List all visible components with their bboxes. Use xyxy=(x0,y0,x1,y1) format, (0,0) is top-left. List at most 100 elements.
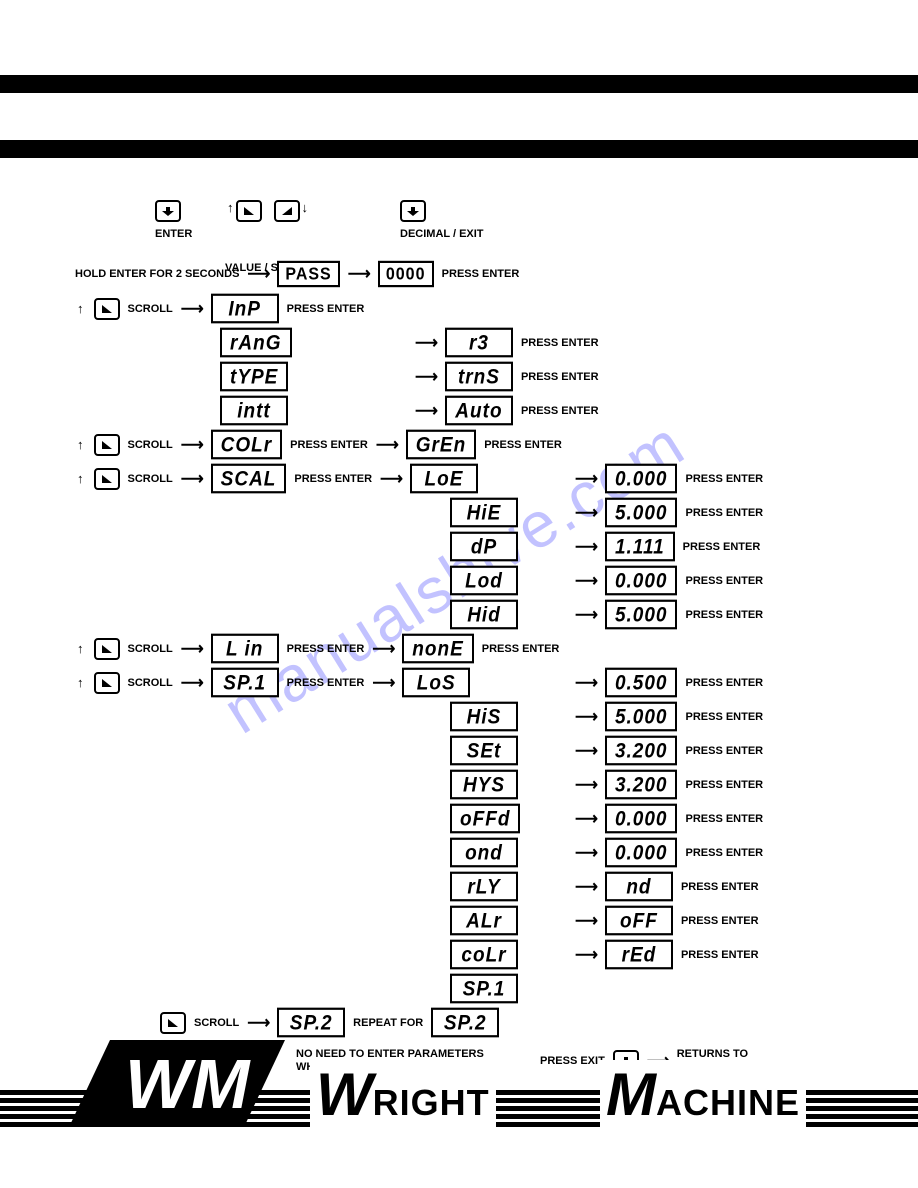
lcd-auto: Auto xyxy=(445,396,513,426)
lcd-loe: LoE xyxy=(410,464,478,494)
arrow-icon: ⟶ xyxy=(415,333,437,353)
arrow-icon: ⟶ xyxy=(247,264,269,284)
scroll-label: SCROLL xyxy=(128,473,173,485)
lcd-0000: 0000 xyxy=(378,261,434,287)
row-colr2: coLr xyxy=(450,941,518,968)
press-enter-label: PRESS ENTER xyxy=(685,473,763,485)
row-lin: ↑ SCROLL ⟶ L in PRESS ENTER ⟶ nonE PRESS… xyxy=(75,635,559,662)
enter-icon xyxy=(155,200,181,222)
scroll-label: SCROLL xyxy=(128,643,173,655)
lcd-0000: 0.000 xyxy=(605,464,678,494)
arrow-icon: ⟶ xyxy=(575,571,597,591)
arrow-icon: ⟶ xyxy=(575,945,597,965)
lcd-5000c: 5.000 xyxy=(605,702,678,732)
m-letter: M xyxy=(606,1061,656,1128)
press-enter-label: PRESS ENTER xyxy=(681,915,759,927)
lcd-0000d: 0.000 xyxy=(605,838,678,868)
arrow-icon: ⟶ xyxy=(372,673,394,693)
press-enter-label: PRESS ENTER xyxy=(685,847,763,859)
lcd-inp: InP xyxy=(211,294,279,324)
arrow-icon: ⟶ xyxy=(575,843,597,863)
lcd-sp1: SP.1 xyxy=(211,668,279,698)
lcd-colr: COLr xyxy=(211,430,283,460)
lcd-1111: 1.111 xyxy=(605,532,675,562)
row-his-val: ⟶ 5.000 PRESS ENTER xyxy=(575,703,763,730)
arrow-icon: ⟶ xyxy=(575,707,597,727)
row-colr2-val: ⟶ rEd PRESS ENTER xyxy=(575,941,759,968)
lcd-scal: SCAL xyxy=(211,464,287,494)
lcd-nd: nd xyxy=(605,872,673,902)
lcd-sp2: SP.2 xyxy=(277,1008,345,1038)
scroll-label: SCROLL xyxy=(128,439,173,451)
arrow-icon: ⟶ xyxy=(575,673,597,693)
row-hid-val: ⟶ 5.000 PRESS ENTER xyxy=(575,601,763,628)
press-enter-label: PRESS ENTER xyxy=(521,337,599,349)
up-arrow-icon: ↑ xyxy=(77,471,84,486)
arrow-icon: ⟶ xyxy=(415,401,437,421)
lcd-0000b: 0.000 xyxy=(605,566,678,596)
repeat-for-label: REPEAT FOR xyxy=(353,1017,423,1029)
up-arrow-icon: ↑ xyxy=(77,675,84,690)
lcd-offd: oFFd xyxy=(450,804,520,834)
exit-icon xyxy=(400,200,426,222)
press-enter-label: PRESS ENTER xyxy=(521,405,599,417)
press-enter-label: PRESS ENTER xyxy=(442,268,520,280)
arrow-icon: ⟶ xyxy=(575,537,597,557)
arrow-icon: ⟶ xyxy=(372,639,394,659)
w-letter: W xyxy=(316,1061,373,1128)
svg-text:WM: WM xyxy=(125,1045,251,1123)
lcd-ond: ond xyxy=(450,838,518,868)
arrow-icon: ⟶ xyxy=(575,911,597,931)
row-hid: Hid xyxy=(450,601,518,628)
lcd-lin: L in xyxy=(211,634,279,664)
lcd-5000: 5.000 xyxy=(605,498,678,528)
lcd-his: HiS xyxy=(450,702,518,732)
up-arrow-icon: ↑ xyxy=(77,437,84,452)
press-enter-label: PRESS ENTER xyxy=(685,779,763,791)
scroll-icon xyxy=(94,298,120,320)
scroll-icon xyxy=(94,638,120,660)
arrow-icon: ⟶ xyxy=(181,639,203,659)
enter-label: ENTER xyxy=(155,228,192,240)
lcd-3200: 3.200 xyxy=(605,736,678,766)
arrow-icon: ⟶ xyxy=(181,299,203,319)
lcd-0000c: 0.000 xyxy=(605,804,678,834)
decimal-exit-label: DECIMAL / EXIT xyxy=(400,228,484,240)
row-type: tYPE xyxy=(220,363,288,390)
row-set: SEt xyxy=(450,737,518,764)
arrow-icon: ⟶ xyxy=(376,435,398,455)
lcd-hie: HiE xyxy=(450,498,518,528)
lcd-rly: rLY xyxy=(450,872,518,902)
lcd-0500: 0.500 xyxy=(605,668,678,698)
lcd-dp: dP xyxy=(450,532,518,562)
row-loe-val: ⟶ 0.000 PRESS ENTER xyxy=(575,465,763,492)
press-enter-label: PRESS ENTER xyxy=(685,575,763,587)
row-rly: rLY xyxy=(450,873,518,900)
press-enter-label: PRESS ENTER xyxy=(685,609,763,621)
scroll-label: SCROLL xyxy=(128,677,173,689)
row-hie: HiE xyxy=(450,499,518,526)
row-his: HiS xyxy=(450,703,518,730)
row-hie-val: ⟶ 5.000 PRESS ENTER xyxy=(575,499,763,526)
row-intt: intt xyxy=(220,397,288,424)
press-enter-label: PRESS ENTER xyxy=(685,711,763,723)
row-set-val: ⟶ 3.200 PRESS ENTER xyxy=(575,737,763,764)
lcd-red: rEd xyxy=(605,940,673,970)
lcd-3200b: 3.200 xyxy=(605,770,678,800)
arrow-icon: ⟶ xyxy=(181,673,203,693)
value-up-icon xyxy=(236,200,262,222)
row-los-val: ⟶ 0.500 PRESS ENTER xyxy=(575,669,763,696)
row-trns: ⟶ trnS PRESS ENTER xyxy=(415,363,599,390)
press-enter-label: PRESS ENTER xyxy=(521,371,599,383)
down-arrow-icon: ↓ xyxy=(302,200,309,215)
legend-enter: ENTER xyxy=(155,200,192,240)
row-sp1b: SP.1 xyxy=(450,975,518,1002)
scroll-icon xyxy=(94,672,120,694)
lcd-r3: r3 xyxy=(445,328,513,358)
lcd-los: LoS xyxy=(402,668,470,698)
press-enter-label: PRESS ENTER xyxy=(681,949,759,961)
arrow-icon: ⟶ xyxy=(247,1013,269,1033)
arrow-icon: ⟶ xyxy=(181,435,203,455)
row-lod-val: ⟶ 0.000 PRESS ENTER xyxy=(575,567,763,594)
lcd-rang: rAnG xyxy=(220,328,292,358)
